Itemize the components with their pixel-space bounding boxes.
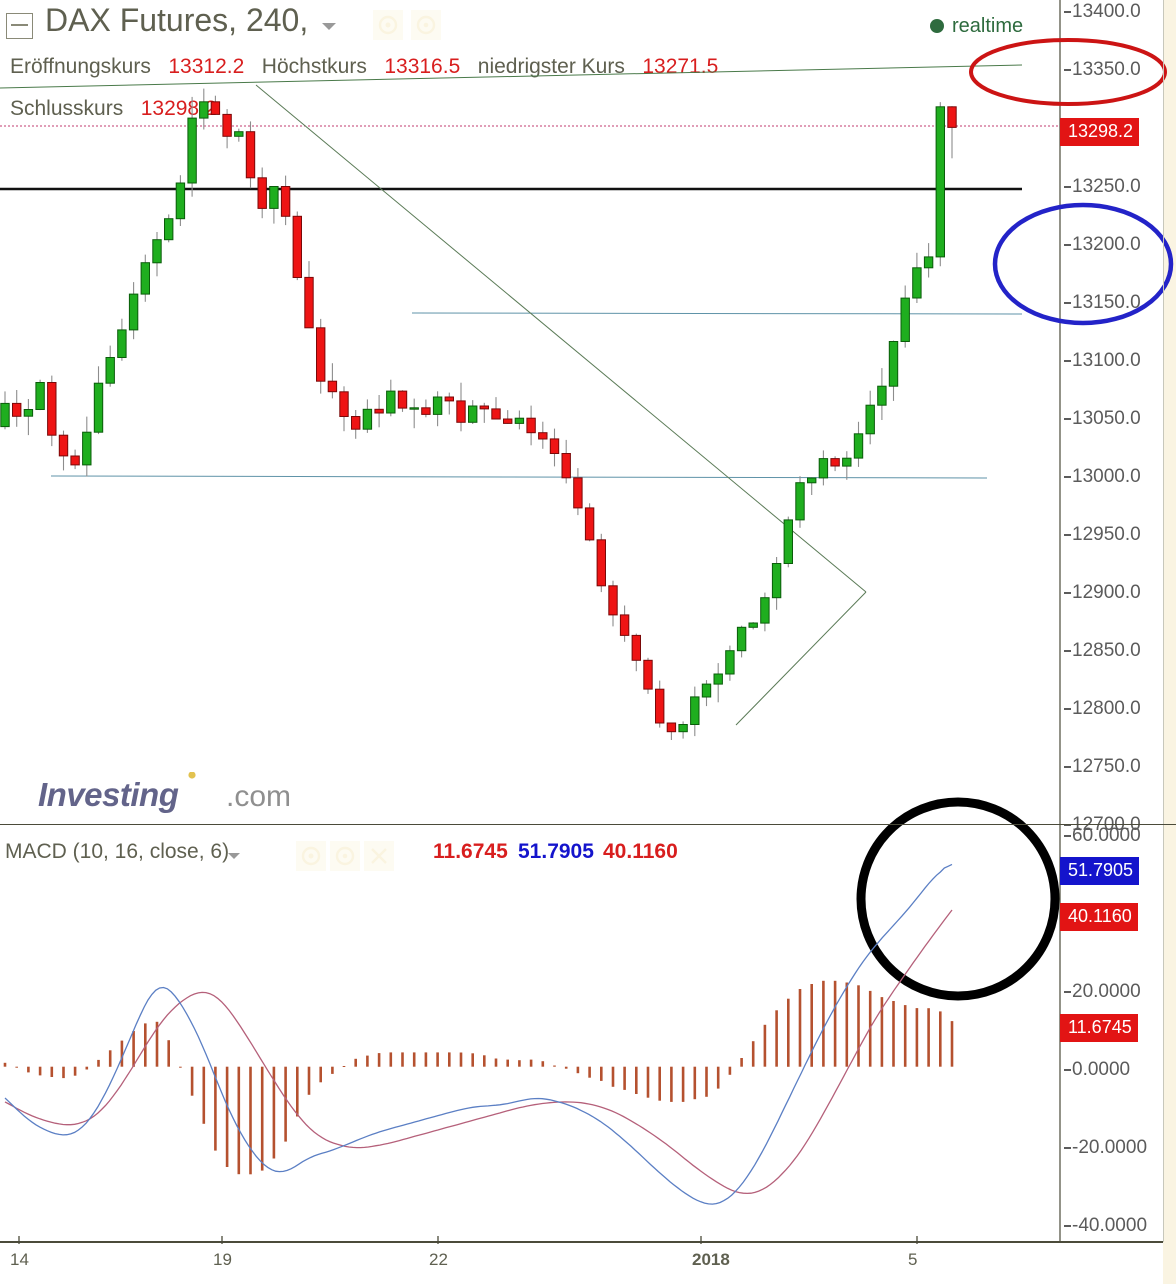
svg-text:Investing: Investing <box>38 776 179 813</box>
svg-text:.com: .com <box>226 780 291 813</box>
